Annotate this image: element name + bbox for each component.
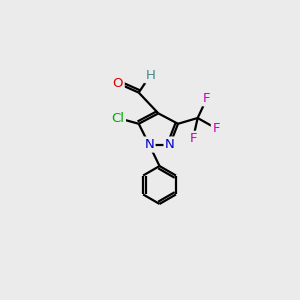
Text: F: F bbox=[203, 92, 211, 105]
Text: F: F bbox=[189, 132, 197, 145]
Text: F: F bbox=[212, 122, 220, 135]
Text: O: O bbox=[113, 77, 123, 90]
Text: Cl: Cl bbox=[111, 112, 124, 124]
Text: N: N bbox=[165, 138, 175, 151]
Text: H: H bbox=[145, 69, 155, 82]
Text: N: N bbox=[144, 138, 154, 151]
